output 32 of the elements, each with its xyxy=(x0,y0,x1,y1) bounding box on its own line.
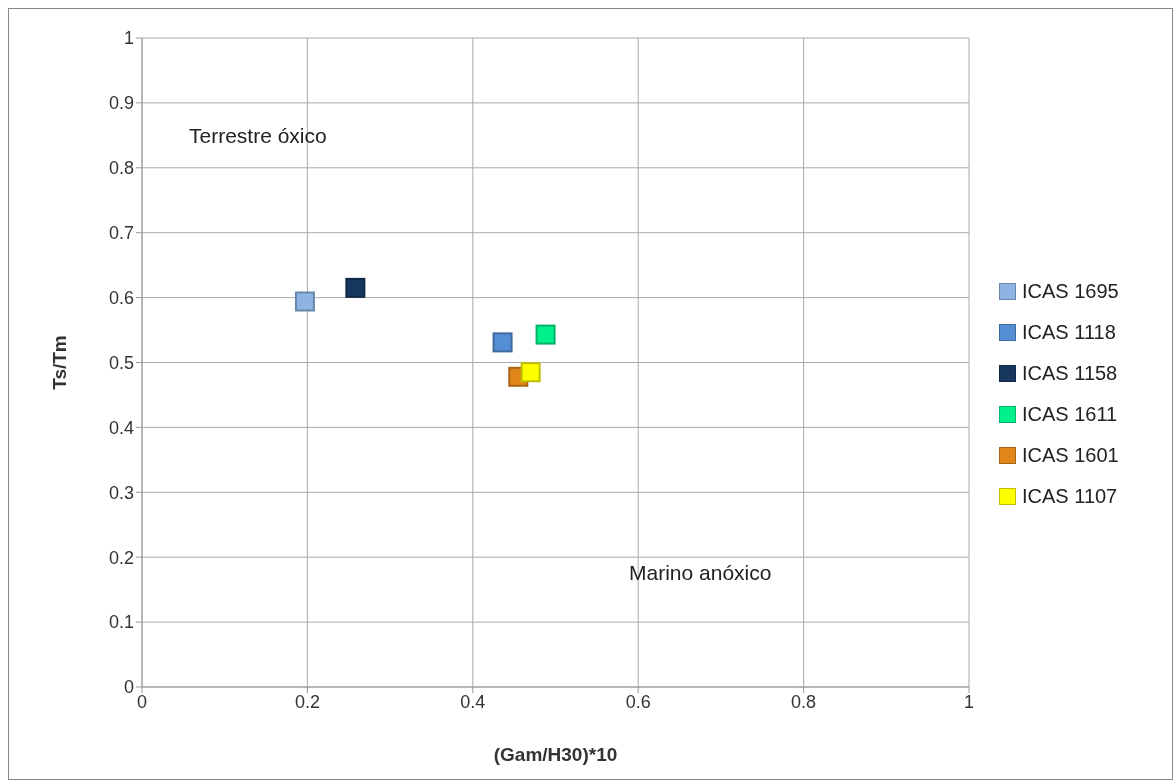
y-tick-label: 0.2 xyxy=(108,547,134,568)
y-tick-label: 0.3 xyxy=(108,482,134,503)
x-tick-label: 0.6 xyxy=(625,691,651,712)
x-tick-label: 0.4 xyxy=(460,691,486,712)
legend-label: ICAS 1107 xyxy=(1022,485,1118,508)
y-tick-label: 0.8 xyxy=(108,158,134,179)
annotation: Marino anóxico xyxy=(629,561,772,585)
y-tick-label: 0.4 xyxy=(108,417,134,438)
y-tick-label: 0.1 xyxy=(108,612,134,633)
legend-label: ICAS 1695 xyxy=(1022,280,1119,303)
x-tick-label: 0 xyxy=(136,691,148,712)
y-tick-label: 0.7 xyxy=(108,223,134,244)
x-tick-label: 0.2 xyxy=(294,691,320,712)
y-axis-title: Ts/Tm xyxy=(48,335,70,390)
legend-label: ICAS 1611 xyxy=(1022,403,1118,426)
x-tick-label: 0.8 xyxy=(791,691,817,712)
annotation: Terrestre óxico xyxy=(189,124,327,148)
point xyxy=(294,291,315,312)
y-tick-label: 0.5 xyxy=(108,352,134,373)
legend-label: ICAS 1118 xyxy=(1022,321,1116,344)
y-tick-label: 0.9 xyxy=(108,93,134,114)
legend-label: ICAS 1158 xyxy=(1022,362,1118,385)
y-tick-label: 1 xyxy=(123,28,134,49)
point xyxy=(492,332,513,353)
x-axis-title: (Gam/H30)*10 xyxy=(493,744,618,765)
legend-label: ICAS 1601 xyxy=(1022,444,1119,467)
y-tick-label: 0.6 xyxy=(108,287,134,308)
point xyxy=(345,277,366,298)
point xyxy=(535,324,556,345)
y-tick-label: 0 xyxy=(123,677,134,698)
point xyxy=(520,362,541,383)
x-tick-label: 1 xyxy=(963,691,975,712)
